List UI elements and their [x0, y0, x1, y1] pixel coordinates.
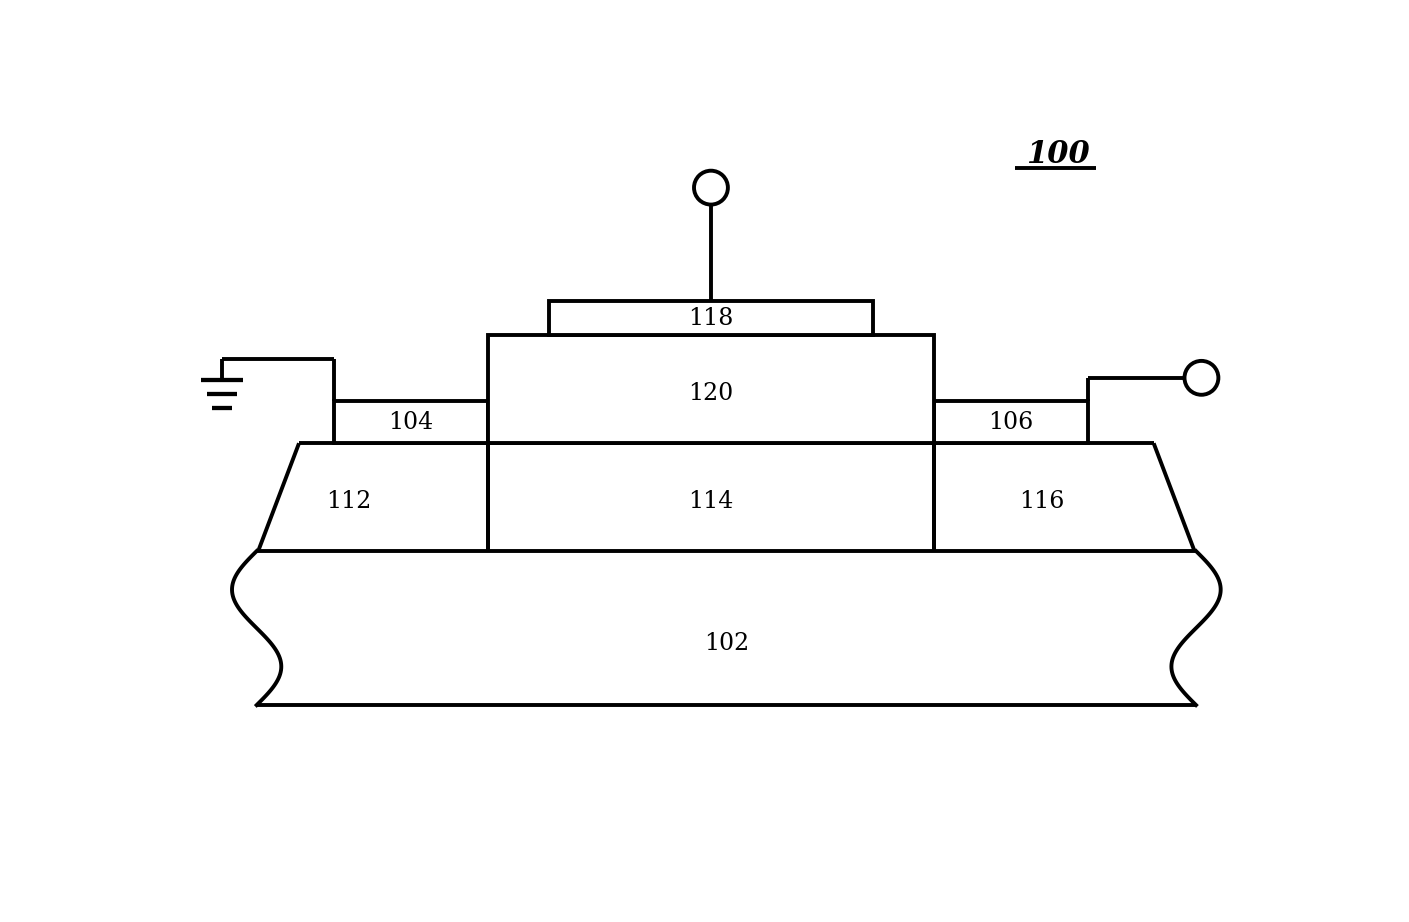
Text: 118: 118 [688, 307, 734, 330]
Text: 112: 112 [327, 490, 372, 513]
Text: 106: 106 [989, 411, 1034, 434]
Bar [334, 401, 488, 443]
Bar [488, 336, 934, 443]
Text: 116: 116 [1019, 490, 1065, 513]
Text: 120: 120 [689, 382, 734, 405]
Text: 104: 104 [387, 411, 434, 434]
Text: 102: 102 [703, 632, 750, 655]
Text: 114: 114 [688, 490, 734, 513]
Bar [934, 401, 1088, 443]
Text: 100: 100 [1026, 139, 1089, 170]
Bar [550, 301, 872, 336]
